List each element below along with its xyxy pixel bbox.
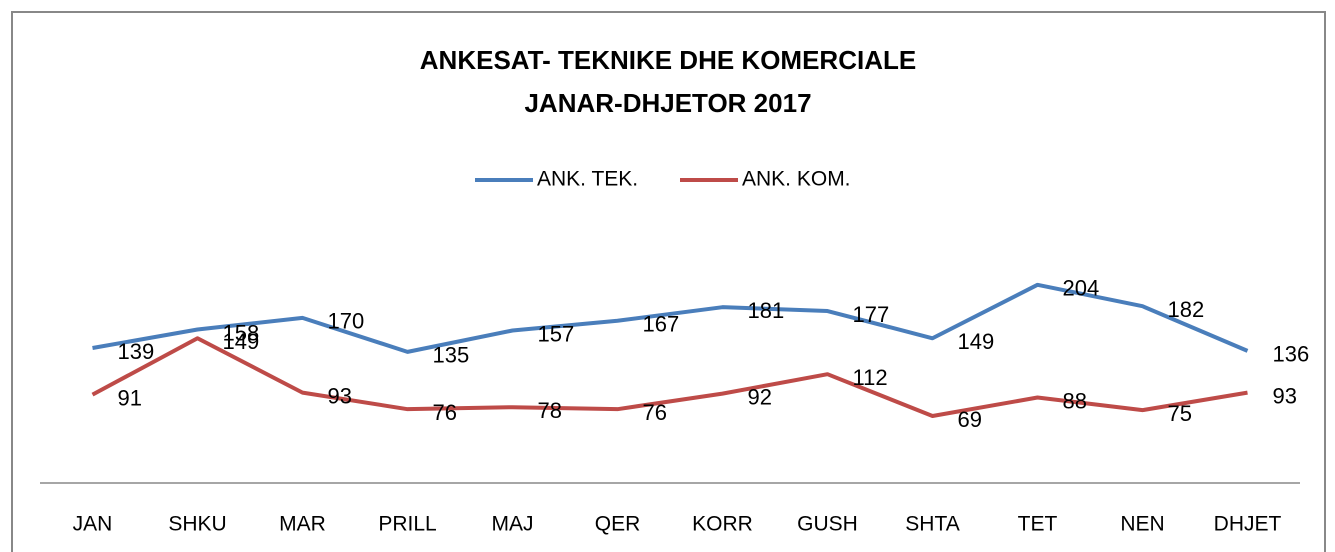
x-tick-label: TET [1018,513,1058,536]
x-tick-label: NEN [1120,513,1164,536]
data-label: 135 [433,343,470,368]
x-tick-label: JAN [73,513,113,536]
data-label: 204 [1063,276,1100,301]
chart-title: ANKESAT- TEKNIKE DHE KOMERCIALE [420,45,916,75]
data-label: 170 [328,309,365,334]
data-label: 112 [853,365,888,390]
data-label: 78 [538,398,562,423]
series-line [91,336,1248,418]
legend-label: ANK. TEK. [537,168,638,191]
data-label: 91 [118,385,142,410]
data-label: 88 [1063,388,1087,413]
chart-frame [11,11,1326,552]
data-label: 158 [223,320,260,345]
data-label: 76 [433,400,457,425]
data-label: 149 [223,329,260,354]
data-label: 93 [1273,383,1297,408]
data-label: 92 [748,384,772,409]
legend-label: ANK. KOM. [742,168,851,191]
series-line [92,282,1249,354]
data-label: 182 [1168,297,1205,322]
data-label: 181 [748,298,785,323]
data-label: 136 [1273,342,1310,367]
x-tick-label: DHJET [1214,513,1282,536]
chart-title: JANAR-DHJETOR 2017 [524,88,811,118]
data-label: 93 [328,383,352,408]
data-label: 69 [958,407,982,432]
x-tick-label: QER [595,513,641,536]
data-label: 75 [1168,401,1192,426]
data-label: 157 [538,321,575,346]
data-label: 167 [643,312,680,337]
x-tick-label: KORR [692,513,753,536]
x-tick-label: SHTA [905,513,959,536]
x-tick-label: MAR [279,513,326,536]
data-label: 139 [118,339,155,364]
x-tick-label: GUSH [797,513,858,536]
data-label: 149 [958,329,995,354]
data-label: 76 [643,400,667,425]
x-tick-label: SHKU [168,513,226,536]
x-tick-label: PRILL [378,513,436,536]
data-label: 177 [853,302,890,327]
x-tick-label: MAJ [492,513,534,536]
